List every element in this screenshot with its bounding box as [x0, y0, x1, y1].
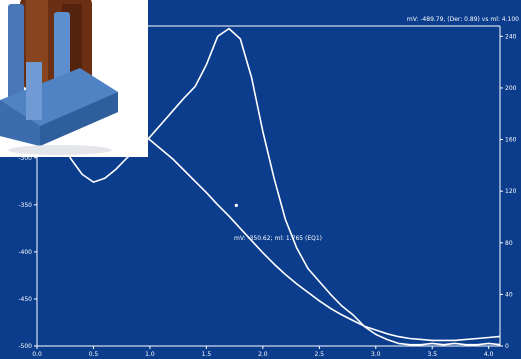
x-tick-label: 3.0 — [371, 351, 381, 358]
x-tick-label: 1.0 — [145, 351, 155, 358]
x-axis: 0.0 0.5 1.0 1.5 2.0 2.5 3.0 3.5 4.0 — [32, 346, 494, 358]
x-tick-label: 2.5 — [315, 351, 325, 358]
y-left-tick-label: -450 — [18, 296, 32, 303]
x-tick-label: 0.0 — [32, 351, 42, 358]
y-axis-right: 240 200 160 120 80 40 0 — [500, 33, 517, 350]
electrode-photo — [0, 0, 148, 157]
y-left-tick-label: -500 — [18, 343, 32, 350]
x-tick-label: 0.5 — [89, 351, 99, 358]
y-left-tick-label: -350 — [18, 202, 32, 209]
y-right-tick-label: 120 — [505, 188, 517, 195]
y-left-tick-label: -300 — [18, 155, 32, 162]
y-right-tick-label: 240 — [505, 33, 517, 40]
x-tick-label: 2.0 — [258, 351, 268, 358]
derivative-curve — [36, 27, 501, 346]
x-tick-label: 1.5 — [202, 351, 212, 358]
x-tick-label: 4.0 — [484, 351, 494, 358]
y-right-tick-label: 200 — [505, 85, 517, 92]
y-right-tick-label: 80 — [505, 240, 513, 247]
y-right-tick-label: 40 — [505, 291, 513, 298]
y-right-tick-label: 160 — [505, 137, 517, 144]
equivalence-point-marker — [234, 203, 238, 208]
y-right-tick-label: 0 — [505, 343, 509, 350]
y-left-tick-label: -400 — [18, 249, 32, 256]
x-tick-label: 3.5 — [427, 351, 437, 358]
cursor-readout: mV: -489.79, (Der: 0.89) vs ml: 4.100 — [407, 16, 519, 23]
equivalence-point-label: mV: -350.62; ml: 1.765 (EQ1) — [234, 235, 322, 242]
